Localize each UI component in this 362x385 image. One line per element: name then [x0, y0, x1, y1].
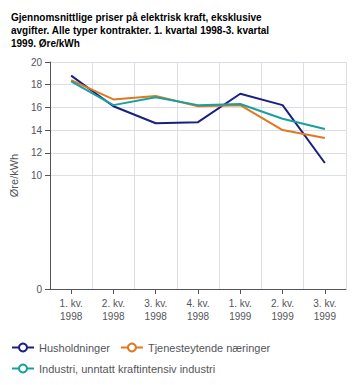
svg-text:12: 12 [31, 147, 43, 158]
svg-text:3. kv.: 3. kv. [313, 298, 336, 309]
svg-text:18: 18 [31, 79, 43, 90]
svg-text:1999: 1999 [229, 311, 252, 322]
svg-text:1999. Øre/kWh: 1999. Øre/kWh [11, 38, 80, 49]
svg-text:1998: 1998 [60, 311, 83, 322]
svg-text:1998: 1998 [187, 311, 210, 322]
svg-text:1. kv.: 1. kv. [60, 298, 83, 309]
svg-text:1998: 1998 [145, 311, 168, 322]
svg-text:avgifter. Alle typer kontrakte: avgifter. Alle typer kontrakter. 1. kvar… [11, 25, 269, 36]
svg-text:Gjennomsnittlige priser på ele: Gjennomsnittlige priser på elektrisk kra… [11, 12, 262, 23]
svg-text:0: 0 [36, 284, 42, 295]
svg-text:2. kv.: 2. kv. [102, 298, 125, 309]
svg-text:Husholdninger: Husholdninger [39, 342, 110, 354]
svg-text:1998: 1998 [102, 311, 125, 322]
svg-text:4. kv.: 4. kv. [186, 298, 209, 309]
svg-text:20: 20 [31, 57, 43, 68]
svg-text:Øre/kWh: Øre/kWh [8, 154, 20, 197]
svg-text:1999: 1999 [271, 311, 294, 322]
svg-text:10: 10 [31, 170, 43, 181]
svg-text:Tjenesteytende næringer: Tjenesteytende næringer [148, 342, 271, 354]
svg-text:Industri, unntatt kraftintensi: Industri, unntatt kraftintensiv industri [39, 363, 215, 375]
svg-text:3. kv.: 3. kv. [144, 298, 167, 309]
svg-text:1999: 1999 [314, 311, 337, 322]
svg-text:16: 16 [31, 102, 43, 113]
svg-text:14: 14 [31, 125, 43, 136]
svg-text:1. kv.: 1. kv. [229, 298, 252, 309]
svg-text:2. kv.: 2. kv. [271, 298, 294, 309]
